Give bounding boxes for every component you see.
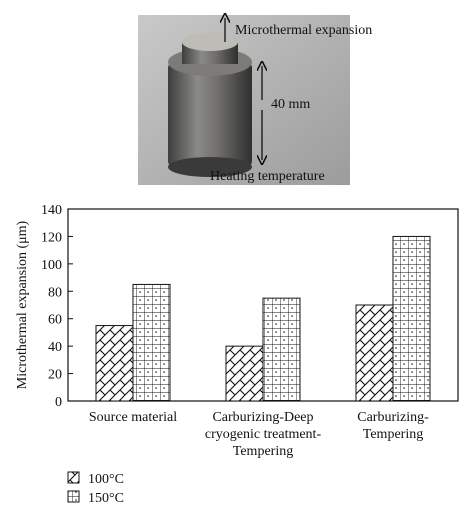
y-tick-label: 20 xyxy=(48,368,62,383)
y-tick-label: 140 xyxy=(41,203,62,218)
bar xyxy=(355,304,394,402)
x-tick-label: Source material xyxy=(89,410,177,425)
y-tick-label: 80 xyxy=(48,285,62,300)
bar xyxy=(262,297,301,402)
y-tick-label: 0 xyxy=(55,395,62,410)
legend-swatch xyxy=(67,490,80,503)
legend-swatch xyxy=(67,471,80,484)
x-tick-label: Carburizing-Tempering xyxy=(357,410,429,442)
annotation: 40 mm xyxy=(271,97,310,112)
bar xyxy=(95,325,134,402)
annotation: Heating temperature xyxy=(210,169,325,184)
y-tick-label: 60 xyxy=(48,313,62,328)
y-tick-label: 120 xyxy=(41,230,62,245)
bar xyxy=(132,283,171,402)
bar xyxy=(392,235,431,402)
y-axis-label: Microthermal expansion (μm) xyxy=(15,220,30,389)
annotation: Microthermal expansion xyxy=(235,23,372,38)
legend-label: 150°C xyxy=(88,491,124,506)
y-tick-label: 100 xyxy=(41,258,62,273)
legend-label: 100°C xyxy=(88,472,124,487)
bar xyxy=(225,345,264,402)
photo xyxy=(138,15,350,185)
x-tick-label: Carburizing-Deep cryogenic treatment-Temp… xyxy=(205,410,322,459)
y-tick-label: 40 xyxy=(48,340,62,355)
